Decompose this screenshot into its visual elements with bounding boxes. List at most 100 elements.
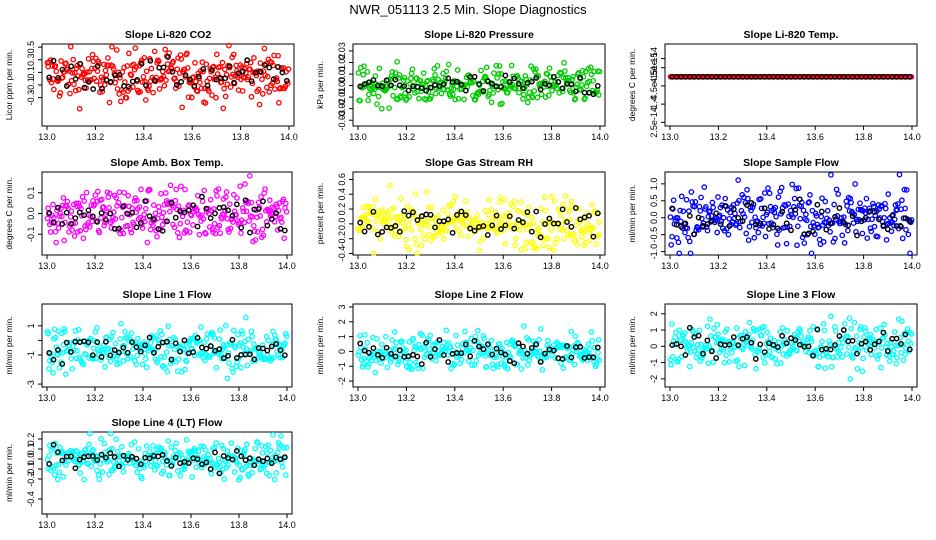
data-point	[115, 199, 122, 206]
data-point	[528, 347, 535, 354]
data-point	[453, 332, 459, 339]
overlay-point	[427, 353, 434, 360]
x-tick-label: 13.0	[38, 132, 56, 142]
overlay-point	[203, 345, 210, 352]
data-point	[718, 346, 725, 353]
plot-frame	[352, 43, 606, 127]
overlay-point	[103, 454, 109, 461]
data-point	[283, 208, 290, 215]
overlay-point	[493, 345, 500, 352]
data-point	[389, 337, 396, 344]
data-point	[181, 466, 188, 473]
data-point	[395, 361, 401, 368]
overlay-point	[281, 352, 288, 359]
data-point	[71, 81, 77, 88]
data-point	[68, 208, 75, 214]
data-point	[211, 335, 218, 341]
data-point	[585, 341, 592, 347]
data-point	[193, 464, 200, 471]
data-point	[55, 225, 62, 231]
data-point	[394, 213, 400, 220]
data-point	[495, 364, 501, 370]
data-point	[176, 234, 183, 241]
data-point	[724, 326, 730, 332]
data-point	[256, 101, 263, 108]
overlay-point	[401, 208, 408, 215]
overlay-point	[111, 347, 118, 353]
data-point	[692, 198, 699, 205]
overlay-point	[550, 73, 557, 80]
data-point	[403, 347, 409, 353]
data-point	[224, 81, 231, 87]
data-point	[523, 239, 530, 246]
data-point	[137, 214, 144, 221]
data-point	[853, 333, 860, 339]
data-point	[146, 345, 153, 352]
overlay-point	[270, 76, 277, 83]
data-point	[68, 355, 75, 362]
data-point	[907, 250, 913, 257]
data-point	[795, 185, 802, 191]
data-point	[521, 210, 528, 217]
data-point	[202, 447, 209, 453]
plot-frame	[352, 171, 606, 256]
data-point	[101, 440, 108, 447]
data-point	[772, 356, 779, 362]
data-point	[138, 186, 144, 193]
overlay-point	[229, 336, 236, 343]
data-point	[755, 348, 762, 355]
overlay-point	[164, 338, 170, 345]
data-point	[372, 196, 379, 203]
overlay-point	[194, 223, 201, 230]
data-point	[470, 347, 476, 354]
overlay-point	[107, 210, 114, 217]
data-point	[872, 212, 879, 219]
overlay-point	[94, 339, 101, 346]
overlay-point	[129, 209, 135, 216]
overlay-point	[251, 462, 258, 469]
data-point	[424, 188, 430, 195]
data-point	[885, 191, 892, 197]
data-point	[469, 362, 475, 369]
x-tick-label: 13.2	[86, 261, 104, 271]
data-point	[422, 222, 429, 229]
panel-title: Slope Li-820 Pressure	[424, 29, 534, 41]
overlay-point	[59, 66, 66, 73]
data-point	[242, 181, 248, 187]
data-point	[740, 346, 746, 353]
data-point	[499, 100, 505, 107]
data-point	[878, 364, 884, 371]
data-point	[678, 337, 684, 343]
x-tick-label: 13.8	[230, 261, 248, 271]
data-point	[94, 198, 100, 205]
data-point	[694, 341, 701, 348]
data-point	[899, 197, 905, 204]
data-point	[86, 430, 93, 437]
overlay-point	[277, 456, 284, 463]
overlay-point	[155, 343, 162, 350]
data-point	[520, 323, 527, 329]
data-point	[883, 237, 890, 243]
x-tick-label: 13.8	[543, 261, 561, 271]
data-point	[522, 245, 529, 252]
data-point	[386, 105, 392, 111]
overlay-point	[788, 227, 794, 234]
data-point	[418, 242, 425, 249]
overlay-point	[63, 209, 70, 216]
data-point	[270, 431, 276, 438]
data-point	[205, 88, 212, 94]
overlay-point	[471, 73, 478, 80]
data-point	[165, 438, 172, 444]
data-point	[751, 234, 758, 241]
data-point	[195, 448, 202, 455]
data-point	[85, 55, 92, 62]
data-point	[266, 89, 273, 95]
data-point	[357, 332, 363, 339]
overlay-point	[713, 355, 720, 361]
data-point	[202, 357, 208, 364]
data-point	[824, 351, 830, 357]
overlay-point	[586, 212, 592, 219]
data-point	[239, 205, 246, 211]
